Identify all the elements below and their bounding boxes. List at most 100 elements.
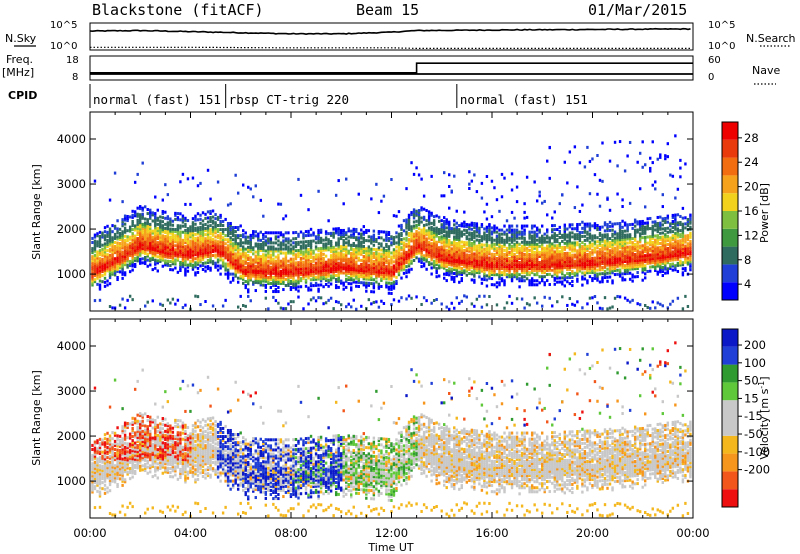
power-cell xyxy=(505,240,509,244)
power-cell xyxy=(342,243,345,247)
power-cell xyxy=(239,266,242,270)
power-cell xyxy=(578,253,582,257)
power-cell xyxy=(530,265,534,269)
power-cell xyxy=(631,226,634,230)
power-cell xyxy=(608,251,612,255)
power-cell xyxy=(199,254,202,258)
power-cell xyxy=(397,240,401,244)
power-cell xyxy=(473,268,476,272)
power-cell xyxy=(458,242,461,246)
power-cell xyxy=(380,258,383,262)
power-cell xyxy=(297,269,300,273)
power-cell xyxy=(437,274,441,278)
power-cell xyxy=(236,246,240,250)
power-cell xyxy=(196,228,200,232)
power-cell xyxy=(279,231,283,235)
power-cell xyxy=(123,228,127,232)
power-cell xyxy=(252,236,255,240)
power-cell xyxy=(242,233,245,237)
power-cell xyxy=(616,260,619,264)
noise-panel: 10^5 10^0 10^5 10^0 N.Sky N.Search xyxy=(5,20,796,52)
power-cell xyxy=(385,253,388,257)
power-cell xyxy=(425,249,428,253)
power-cell xyxy=(144,260,147,264)
power-cell xyxy=(171,219,175,223)
power-cell xyxy=(566,276,569,280)
power-cell xyxy=(432,298,436,302)
power-cell xyxy=(272,253,275,257)
power-cell xyxy=(623,223,627,227)
power-cell xyxy=(362,269,366,273)
power-cell xyxy=(405,242,408,246)
power-cell xyxy=(103,264,107,268)
power-cell xyxy=(302,236,305,240)
power-cell xyxy=(264,279,268,283)
power-cell xyxy=(498,228,501,232)
power-cell xyxy=(427,244,431,248)
power-cell xyxy=(201,235,205,239)
power-cell xyxy=(211,249,215,253)
power-cell xyxy=(350,245,353,249)
power-cell xyxy=(407,254,411,258)
power-cell xyxy=(475,190,479,194)
power-cell xyxy=(186,251,190,255)
power-cell xyxy=(244,241,247,245)
power-cell xyxy=(618,221,622,225)
power-cell xyxy=(169,249,172,253)
power-cell xyxy=(478,234,481,238)
power-cell xyxy=(123,242,127,246)
power-cell xyxy=(199,236,202,240)
power-cell xyxy=(292,265,295,269)
power-cell xyxy=(450,271,453,275)
power-cell xyxy=(443,252,446,256)
power-cell xyxy=(151,253,154,257)
power-cell xyxy=(257,238,260,242)
power-cell xyxy=(618,228,622,232)
power-cell xyxy=(329,296,333,300)
power-cell xyxy=(269,277,273,281)
power-cell xyxy=(535,246,539,250)
power-cell xyxy=(551,260,554,264)
power-cell xyxy=(505,273,509,277)
power-cell xyxy=(106,230,109,234)
power-cell xyxy=(184,202,187,206)
power-cell xyxy=(171,239,175,243)
power-cell xyxy=(337,267,340,271)
power-cell xyxy=(601,276,604,280)
power-cell xyxy=(558,252,561,256)
power-cell xyxy=(495,248,499,252)
power-cell xyxy=(314,267,318,271)
power-cell xyxy=(392,252,396,256)
nsky-label: N.Sky xyxy=(5,32,37,45)
power-cell xyxy=(392,240,396,244)
power-cell xyxy=(427,232,431,236)
power-cell xyxy=(535,256,539,260)
power-cell xyxy=(458,250,461,254)
power-cell xyxy=(475,266,479,270)
power-cell xyxy=(448,222,451,226)
power-cell xyxy=(631,259,634,263)
power-cell xyxy=(588,242,592,246)
power-cell xyxy=(525,256,529,260)
power-cell xyxy=(297,279,300,283)
power-cell xyxy=(211,225,215,229)
power-cell xyxy=(221,250,225,254)
power-cell xyxy=(566,239,569,243)
power-cell xyxy=(503,279,506,283)
power-cell xyxy=(287,271,290,275)
power-cell xyxy=(468,255,471,259)
power-cell xyxy=(317,235,320,239)
power-cell xyxy=(131,213,134,217)
power-cell xyxy=(606,275,609,279)
power-cell xyxy=(563,160,567,164)
power-cell xyxy=(309,243,313,247)
power-cell xyxy=(631,265,634,269)
power-cell xyxy=(540,265,544,269)
power-cell xyxy=(430,246,433,250)
power-cell xyxy=(103,254,107,258)
power-cell xyxy=(128,270,132,274)
power-cell xyxy=(535,267,539,271)
power-cell xyxy=(573,253,577,257)
power-cell xyxy=(571,257,574,261)
power-cell xyxy=(435,244,438,248)
